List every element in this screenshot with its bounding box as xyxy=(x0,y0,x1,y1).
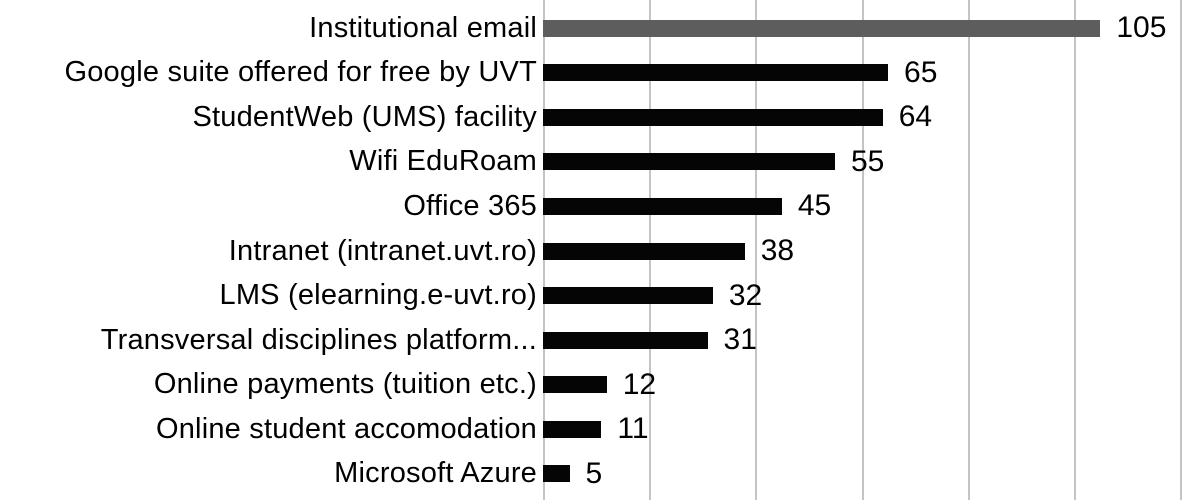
chart-row: Institutional email 105 xyxy=(0,6,1183,51)
value-label: 45 xyxy=(797,189,832,223)
bar-zone: 5 xyxy=(543,451,1183,496)
value-label: 64 xyxy=(898,100,933,134)
value-label: 32 xyxy=(728,278,763,312)
bar xyxy=(543,64,889,82)
chart-row: Transversal disciplines platform... 31 xyxy=(0,318,1183,363)
bar xyxy=(543,19,1101,37)
bar xyxy=(543,153,835,171)
bar-zone: 45 xyxy=(543,184,1183,229)
bar-zone: 38 xyxy=(543,229,1183,274)
bar xyxy=(543,465,570,483)
value-label: 55 xyxy=(850,144,885,178)
category-label: Microsoft Azure xyxy=(334,457,537,490)
bar-zone: 55 xyxy=(543,140,1183,185)
chart-row: Google suite offered for free by UVT 65 xyxy=(0,51,1183,96)
category-label: Institutional email xyxy=(309,11,537,44)
value-label: 31 xyxy=(723,323,757,357)
value-label: 65 xyxy=(904,55,938,89)
category-label: Transversal disciplines platform... xyxy=(100,323,537,356)
chart-row: StudentWeb (UMS) facility 64 xyxy=(0,95,1183,140)
bar-zone: 11 xyxy=(543,407,1183,452)
chart-row: Online payments (tuition etc.) 12 xyxy=(0,362,1183,407)
chart-row: Intranet (intranet.uvt.ro) 38 xyxy=(0,229,1183,274)
bar-zone: 12 xyxy=(543,362,1183,407)
bar-zone: 64 xyxy=(543,95,1183,140)
category-label: LMS (elearning.e-uvt.ro) xyxy=(219,279,537,312)
bar-zone: 65 xyxy=(543,51,1183,96)
bar xyxy=(543,331,708,349)
chart-row: Office 365 45 xyxy=(0,184,1183,229)
bar xyxy=(543,287,713,305)
bar-zone: 105 xyxy=(543,6,1183,51)
category-label: Wifi EduRoam xyxy=(349,145,537,178)
chart-row: Online student accomodation 11 xyxy=(0,407,1183,452)
category-label: Intranet (intranet.uvt.ro) xyxy=(228,234,537,267)
chart-row: Wifi EduRoam 55 xyxy=(0,140,1183,185)
category-label: StudentWeb (UMS) facility xyxy=(192,100,537,133)
bar xyxy=(543,376,607,394)
bar xyxy=(543,108,883,126)
chart-row: Microsoft Azure 5 xyxy=(0,451,1183,496)
value-label: 5 xyxy=(585,456,603,490)
chart-row: LMS (elearning.e-uvt.ro) 32 xyxy=(0,273,1183,318)
value-label: 11 xyxy=(617,412,649,446)
value-label: 12 xyxy=(622,367,657,401)
category-label: Online student accomodation xyxy=(155,412,537,445)
category-label: Online payments (tuition etc.) xyxy=(153,368,537,401)
value-label: 38 xyxy=(760,234,795,267)
bar-zone: 31 xyxy=(543,318,1183,363)
bar xyxy=(543,420,602,438)
value-label: 105 xyxy=(1116,11,1167,45)
bar-zone: 32 xyxy=(543,273,1183,318)
category-label: Google suite offered for free by UVT xyxy=(64,56,537,89)
category-label: Office 365 xyxy=(403,189,537,222)
bar xyxy=(543,242,745,260)
bar xyxy=(543,197,782,215)
